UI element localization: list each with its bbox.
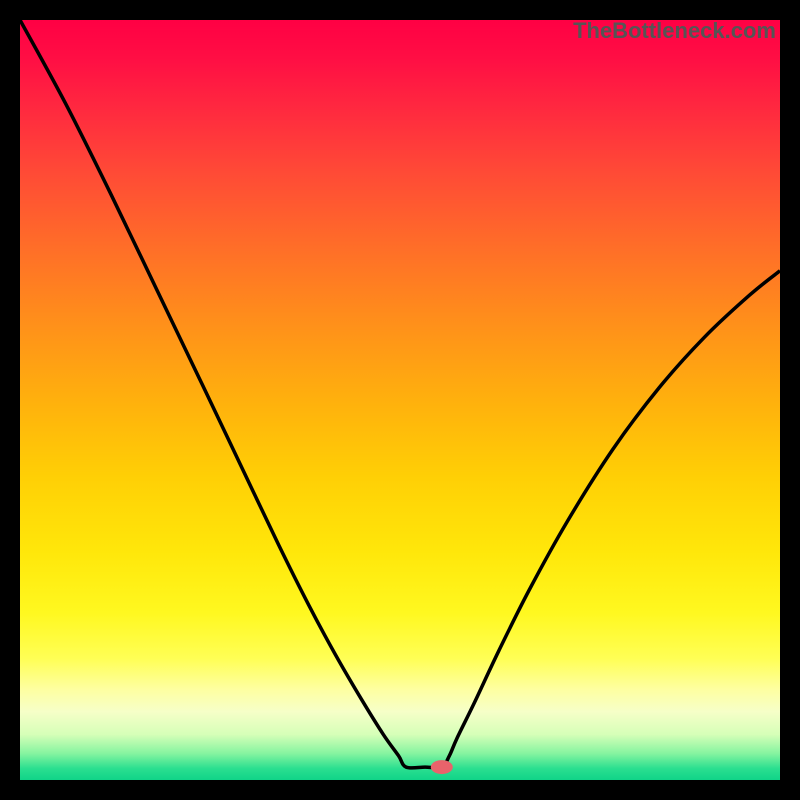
chart-frame: TheBottleneck.com [0, 0, 800, 800]
optimum-marker [431, 760, 453, 774]
watermark-text: TheBottleneck.com [573, 18, 776, 44]
plot-area: TheBottleneck.com [20, 20, 780, 780]
bottleneck-curve [20, 20, 780, 780]
